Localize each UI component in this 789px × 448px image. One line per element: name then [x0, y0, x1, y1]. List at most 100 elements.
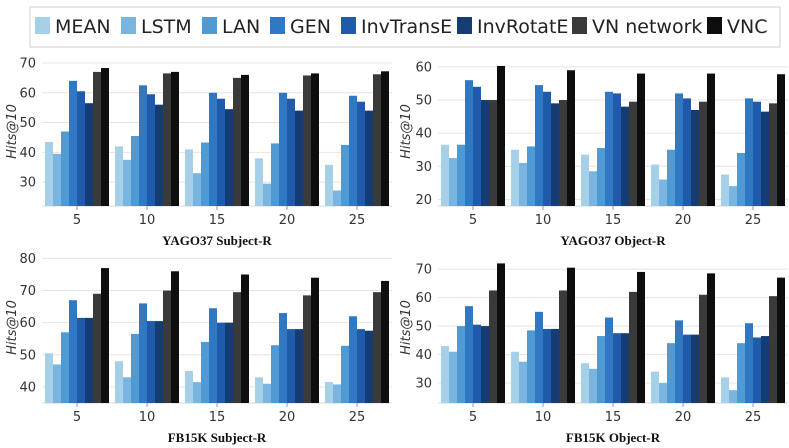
bar: [473, 86, 481, 206]
bar: [201, 142, 209, 206]
bar: [77, 91, 85, 206]
y-tick-label: 40: [415, 127, 432, 142]
legend-swatch: [572, 17, 587, 34]
bar: [497, 65, 505, 206]
y-axis-label: Hits@10: [399, 104, 414, 159]
bar: [373, 74, 381, 206]
bar: [597, 148, 605, 206]
bar: [683, 334, 691, 403]
x-tick-label: 20: [675, 410, 692, 425]
bar: [93, 71, 101, 207]
bar: [777, 74, 785, 207]
bar: [357, 101, 365, 206]
bar: [365, 330, 373, 403]
x-tick-label: 20: [279, 213, 296, 228]
bar: [449, 157, 457, 206]
y-tick-label: 30: [415, 160, 432, 175]
legend-swatch: [457, 17, 472, 34]
y-tick-label: 30: [415, 377, 432, 392]
bar: [45, 353, 53, 403]
y-tick-label: 50: [19, 116, 36, 131]
bar: [519, 162, 527, 206]
bar: [53, 153, 61, 206]
bar: [123, 159, 131, 206]
bar: [629, 291, 637, 403]
bar: [287, 329, 295, 403]
x-tick-label: 25: [745, 410, 762, 425]
bar: [567, 267, 575, 403]
bar: [707, 73, 715, 206]
bar: [777, 277, 785, 403]
bar: [85, 317, 93, 403]
bar: [147, 94, 155, 206]
y-axis-label: Hits@10: [5, 104, 20, 159]
bar: [543, 91, 551, 206]
bar: [263, 183, 271, 206]
chart-panel: 20 30 40 50 60 5 10 15 20 25 Hits@10 YAGO37 Object-…: [399, 60, 788, 248]
bar: [61, 332, 69, 403]
bar: [667, 149, 675, 206]
bar: [769, 103, 777, 206]
bar: [233, 292, 241, 403]
y-tick-label: 40: [19, 146, 36, 161]
y-tick-label: 30: [19, 176, 36, 191]
bar: [155, 104, 163, 206]
x-tick-label: 25: [349, 213, 366, 228]
x-tick-label: 20: [279, 410, 296, 425]
bar: [675, 93, 683, 206]
bar: [279, 92, 287, 206]
legend-swatch: [121, 17, 136, 34]
bar: [637, 271, 645, 403]
bar: [201, 341, 209, 403]
chart-panel: 30 40 50 60 70 5 10 15 20 25 Hits@10 FB15K Object-R: [399, 263, 788, 445]
legend-label: GEN: [290, 16, 331, 38]
bar: [325, 382, 333, 403]
bar: [349, 95, 357, 206]
bar: [651, 371, 659, 403]
bar: [729, 390, 737, 403]
bar: [147, 321, 155, 403]
bar: [729, 186, 737, 206]
x-tick-label: 10: [139, 213, 156, 228]
bar: [497, 263, 505, 403]
bar: [629, 101, 637, 206]
bar: [621, 333, 629, 403]
bar: [535, 311, 543, 403]
bar: [163, 290, 171, 403]
bar: [303, 75, 311, 206]
legend-swatch: [35, 17, 50, 34]
bar: [721, 174, 729, 206]
bar: [737, 343, 745, 403]
legend-label: VNC: [727, 16, 767, 38]
x-tick-label: 5: [73, 213, 81, 228]
x-tick-label: 15: [605, 213, 622, 228]
y-tick-label: 50: [19, 348, 36, 363]
bar: [457, 144, 465, 206]
legend-label: LAN: [222, 16, 260, 38]
x-tick-label: 15: [605, 410, 622, 425]
bar: [465, 80, 473, 206]
bar: [745, 323, 753, 403]
legend-label: LSTM: [141, 16, 192, 38]
bar: [597, 336, 605, 403]
bar: [753, 337, 761, 403]
bar: [441, 346, 449, 403]
y-tick-label: 60: [415, 60, 432, 75]
legend-label: VN network: [592, 16, 702, 38]
bar: [613, 333, 621, 403]
y-tick-label: 50: [415, 320, 432, 335]
bar: [311, 73, 319, 206]
bar: [519, 361, 527, 403]
bar: [241, 74, 249, 206]
bar: [225, 322, 233, 403]
bar: [139, 303, 147, 403]
legend-label: InvTransE: [361, 16, 452, 38]
bar: [637, 73, 645, 206]
bar: [535, 85, 543, 206]
bar: [61, 131, 69, 206]
bar: [675, 320, 683, 403]
bar: [325, 164, 333, 206]
bar: [769, 296, 777, 403]
bar: [303, 295, 311, 403]
